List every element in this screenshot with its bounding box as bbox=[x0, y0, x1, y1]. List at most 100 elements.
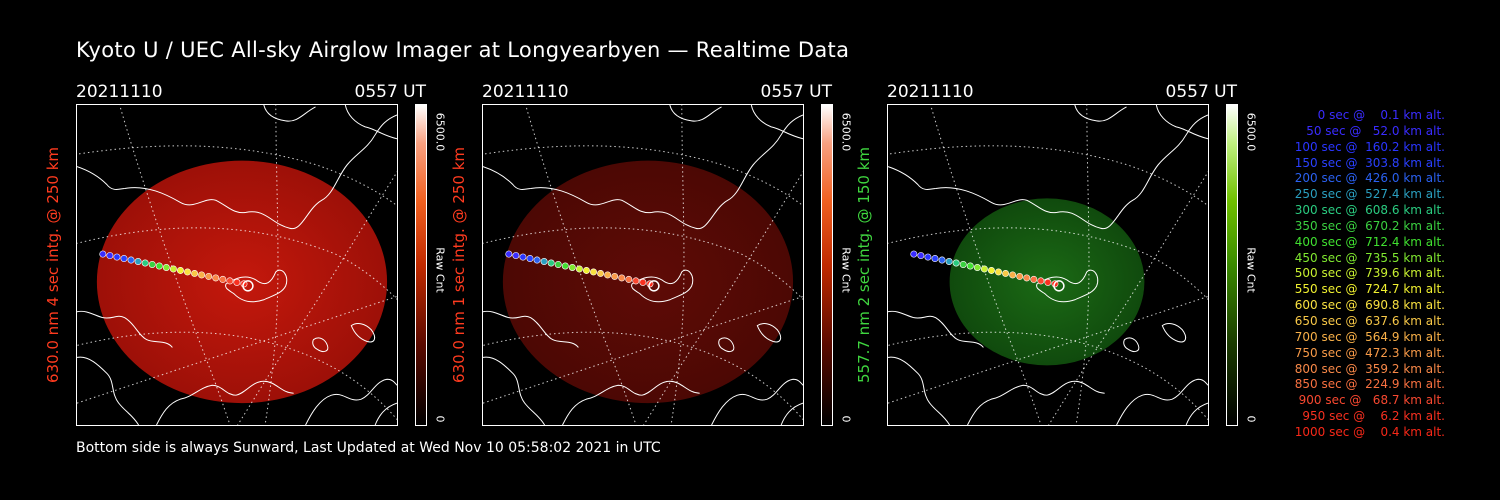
coastline bbox=[77, 356, 140, 425]
trajectory-point bbox=[127, 256, 135, 264]
trajectory-point bbox=[519, 253, 527, 261]
trajectory-point bbox=[191, 269, 199, 277]
coastline bbox=[1036, 269, 1099, 303]
trajectory-point bbox=[148, 261, 156, 268]
legend-entry: 0 sec @ 0.1 km alt. bbox=[1306, 108, 1445, 122]
coastline bbox=[374, 402, 397, 425]
legend-entry: 800 sec @ 359.2 km alt. bbox=[1290, 361, 1445, 376]
panel-wavelength-label: 557.7 nm 2 sec intg. @ 150 km bbox=[855, 146, 873, 384]
coastline bbox=[631, 269, 694, 303]
trajectory-point bbox=[568, 264, 576, 271]
trajectory-point bbox=[632, 277, 640, 285]
trajectory-point bbox=[219, 275, 227, 283]
legend-entry: 150 sec @ 303.8 km alt. bbox=[1290, 155, 1445, 170]
trajectory-point bbox=[226, 277, 234, 285]
trajectory-point bbox=[141, 259, 149, 267]
imager-panel-1: 20211110 0557 UT 630.0 nm 4 sec intg. @ 25… bbox=[44, 80, 456, 430]
coastline bbox=[1074, 105, 1127, 122]
trajectory-point bbox=[1044, 278, 1052, 286]
trajectory-point bbox=[973, 264, 981, 271]
trajectory-point bbox=[995, 268, 1002, 276]
grid-line bbox=[264, 105, 279, 425]
grid-line bbox=[483, 227, 803, 300]
allsky-image bbox=[482, 104, 804, 426]
page-title: Kyoto U / UEC All-sky Airglow Imager at … bbox=[76, 38, 850, 62]
trajectory-point bbox=[582, 266, 590, 274]
grid-line bbox=[1048, 171, 1208, 425]
coastline bbox=[483, 166, 531, 190]
grid-line bbox=[77, 331, 397, 421]
grid-line bbox=[237, 171, 397, 425]
colorbar bbox=[415, 104, 427, 426]
coastline bbox=[350, 323, 376, 343]
panel-date: 20211110 bbox=[76, 82, 163, 102]
coastline bbox=[935, 114, 1208, 229]
legend-entry: 750 sec @ 472.3 km alt. bbox=[1290, 345, 1445, 360]
trajectory-point bbox=[212, 274, 220, 282]
trajectory-point bbox=[554, 261, 562, 268]
legend-entry: 100 sec @ 160.2 km alt. bbox=[1290, 139, 1445, 154]
trajectory-point bbox=[1009, 271, 1017, 279]
trajectory-point bbox=[205, 272, 213, 280]
panel-wavelength-label: 630.0 nm 1 sec intg. @ 250 km bbox=[450, 146, 468, 384]
trajectory-point bbox=[604, 271, 612, 279]
trajectory-point bbox=[113, 253, 121, 261]
coastline bbox=[888, 356, 951, 425]
trajectory-point bbox=[1030, 275, 1038, 283]
coastline bbox=[1123, 337, 1140, 353]
coastline bbox=[124, 114, 397, 229]
coastline bbox=[77, 310, 173, 348]
trajectory-point bbox=[1037, 277, 1045, 285]
imager-panel-3: 20211110 0557 UT 557.7 nm 2 sec intg. @ 15… bbox=[855, 80, 1267, 430]
trajectory-point bbox=[533, 256, 541, 264]
colorbar bbox=[1226, 104, 1238, 426]
legend-entry: 500 sec @ 739.6 km alt. bbox=[1290, 266, 1445, 281]
coastline bbox=[711, 378, 803, 425]
trajectory-point bbox=[575, 265, 583, 273]
legend-entry: 200 sec @ 426.0 km alt. bbox=[1290, 171, 1445, 186]
coastline bbox=[1155, 105, 1208, 140]
trajectory-point bbox=[952, 259, 960, 267]
coastline bbox=[1161, 323, 1187, 343]
imager-panel-2: 20211110 0557 UT 630.0 nm 1 sec intg. @ 25… bbox=[450, 80, 862, 430]
allsky-image bbox=[887, 104, 1209, 426]
grid-line bbox=[77, 227, 397, 300]
trajectory-point bbox=[561, 262, 569, 270]
coastline bbox=[483, 310, 579, 348]
legend-entry: 300 sec @ 608.6 km alt. bbox=[1290, 203, 1445, 218]
grid-line bbox=[483, 331, 803, 421]
trajectory-point bbox=[959, 261, 967, 268]
trajectory-point bbox=[938, 256, 946, 264]
coastline bbox=[718, 337, 735, 353]
trajectory-point bbox=[526, 255, 534, 263]
trajectory-point bbox=[1016, 272, 1024, 280]
legend-entry: 450 sec @ 735.5 km alt. bbox=[1290, 250, 1445, 265]
trajectory-point bbox=[1023, 274, 1031, 282]
station-marker bbox=[242, 280, 254, 292]
legend-entry: 400 sec @ 712.4 km alt. bbox=[1290, 234, 1445, 249]
coastline bbox=[562, 380, 700, 425]
coastline bbox=[156, 380, 294, 425]
station-marker bbox=[1053, 280, 1065, 292]
trajectory-point bbox=[1002, 269, 1010, 277]
legend-entry: 650 sec @ 637.6 km alt. bbox=[1290, 313, 1445, 328]
legend-entry: 700 sec @ 564.9 km alt. bbox=[1290, 329, 1445, 344]
colorbar bbox=[821, 104, 833, 426]
grid-line bbox=[888, 227, 1208, 300]
trajectory-point bbox=[547, 259, 555, 267]
panel-date: 20211110 bbox=[482, 82, 569, 102]
trajectory-point bbox=[176, 266, 184, 274]
trajectory-point bbox=[611, 272, 619, 280]
coastline bbox=[263, 105, 316, 122]
trajectory-point bbox=[198, 271, 206, 279]
grid-line bbox=[888, 145, 1208, 207]
legend-entry: 850 sec @ 224.9 km alt. bbox=[1290, 377, 1445, 392]
trajectory-legend: 0 sec @ 0.1 km alt. 50 sec @ 52.0 km alt… bbox=[1250, 108, 1445, 441]
grid-line bbox=[483, 295, 803, 404]
coastline bbox=[1116, 378, 1208, 425]
coastline bbox=[483, 356, 546, 425]
trajectory-point bbox=[639, 278, 647, 286]
panel-wavelength-label: 630.0 nm 4 sec intg. @ 250 km bbox=[44, 146, 62, 384]
coastline bbox=[888, 166, 936, 190]
panel-time: 0557 UT bbox=[1165, 82, 1238, 102]
